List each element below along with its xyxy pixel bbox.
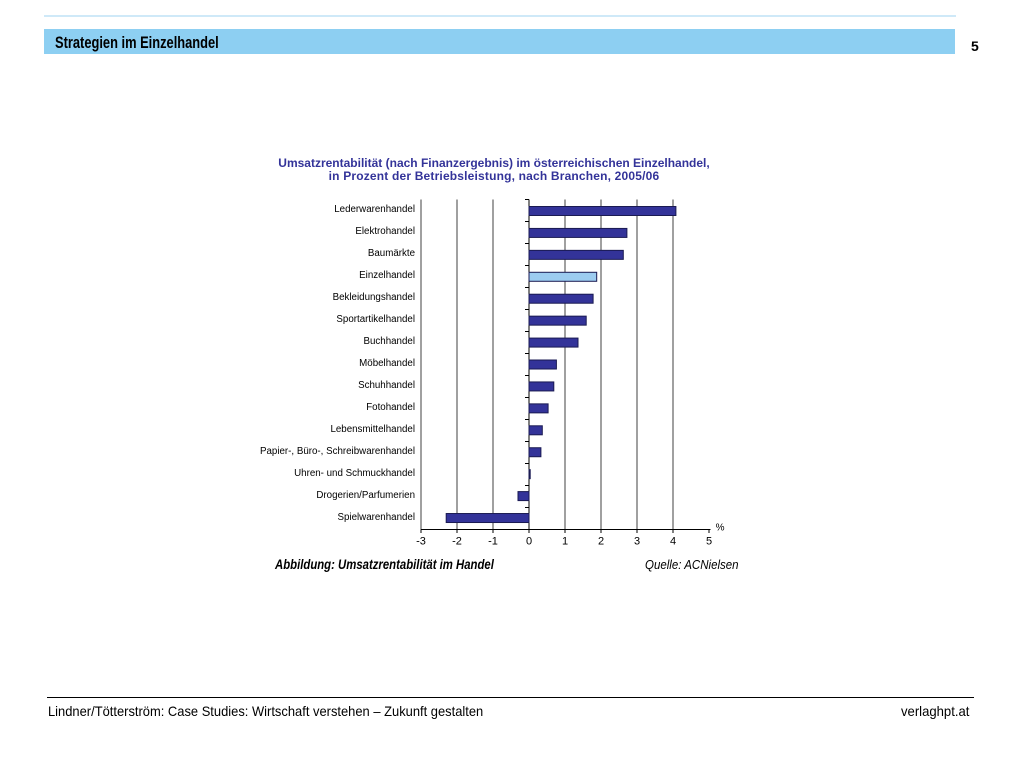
svg-text:5: 5	[706, 536, 712, 548]
svg-text:-3: -3	[416, 536, 426, 548]
svg-text:%: %	[716, 522, 725, 533]
svg-text:3: 3	[634, 536, 640, 548]
svg-text:0: 0	[526, 536, 532, 548]
svg-text:4: 4	[670, 536, 676, 548]
svg-text:2: 2	[598, 536, 604, 548]
svg-text:-2: -2	[452, 536, 462, 548]
svg-text:1: 1	[562, 536, 568, 548]
svg-text:-1: -1	[488, 536, 498, 548]
